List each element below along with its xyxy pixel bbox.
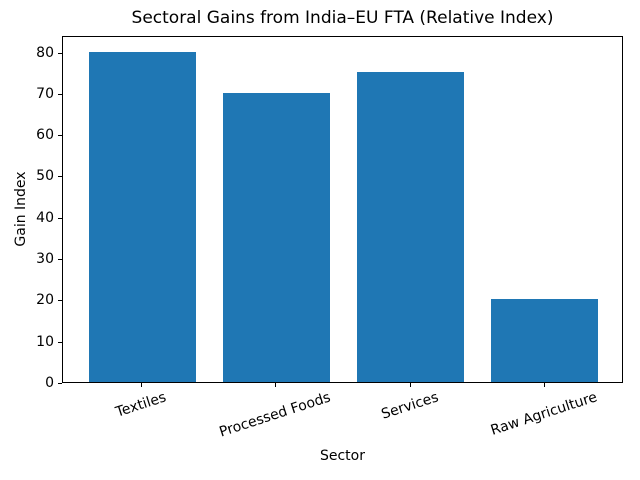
y-tick-label: 80 bbox=[36, 44, 54, 61]
x-tick-label: Processed Foods bbox=[217, 389, 333, 441]
y-tick-mark bbox=[58, 93, 62, 95]
y-tick-mark bbox=[58, 135, 62, 137]
y-tick-label: 10 bbox=[36, 333, 54, 350]
chart-title: Sectoral Gains from India–EU FTA (Relati… bbox=[131, 8, 554, 28]
y-tick-label: 70 bbox=[36, 85, 54, 102]
y-tick-mark bbox=[58, 217, 62, 219]
bar-textiles bbox=[88, 51, 196, 382]
x-tick-mark bbox=[275, 383, 277, 387]
x-tick-mark bbox=[409, 383, 411, 387]
y-tick-label: 20 bbox=[36, 292, 54, 309]
y-tick-mark bbox=[58, 383, 62, 384]
y-tick-mark bbox=[58, 300, 62, 302]
y-tick-mark bbox=[58, 176, 62, 178]
bar-services bbox=[356, 72, 465, 382]
x-tick-label: Services bbox=[379, 388, 441, 423]
bar-raw-agriculture bbox=[491, 299, 599, 382]
y-tick-label: 30 bbox=[36, 251, 54, 268]
x-axis-label: Sector bbox=[319, 448, 365, 464]
x-tick-label: Textiles bbox=[113, 388, 169, 421]
x-tick-label: Raw Agriculture bbox=[488, 389, 600, 439]
y-tick-mark bbox=[58, 259, 62, 261]
x-tick-mark bbox=[141, 383, 143, 387]
y-tick-label: 40 bbox=[36, 209, 54, 226]
y-tick-label: 60 bbox=[36, 127, 54, 144]
y-tick-label: 0 bbox=[45, 375, 54, 391]
plot-area bbox=[62, 36, 623, 383]
y-tick-label: 50 bbox=[36, 168, 54, 185]
y-tick-mark bbox=[58, 341, 62, 343]
bar-processed-foods bbox=[222, 92, 331, 382]
y-tick-mark bbox=[58, 52, 62, 54]
x-tick-mark bbox=[543, 383, 545, 387]
